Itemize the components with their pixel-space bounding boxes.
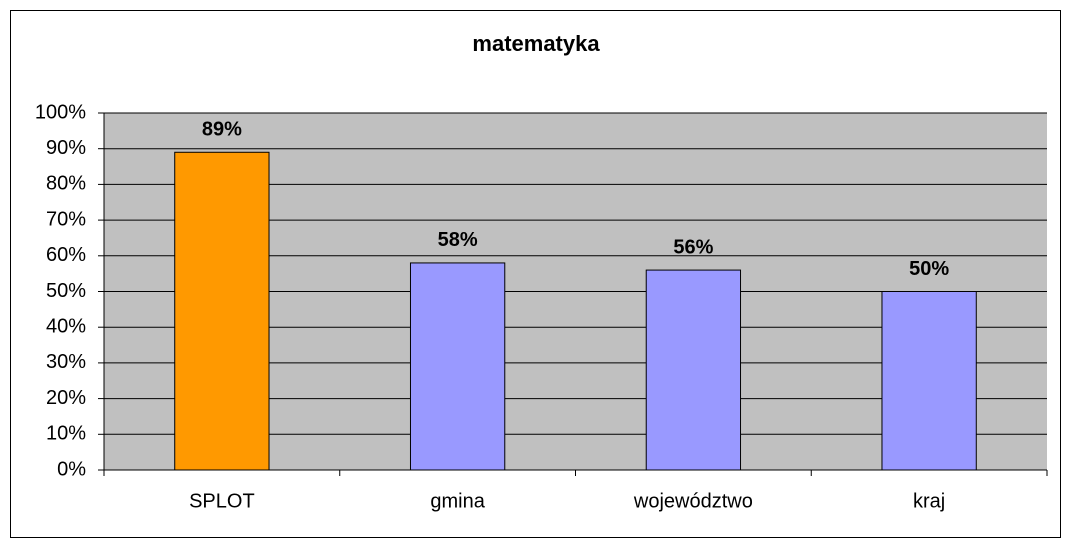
value-label: 89% — [202, 119, 242, 141]
y-tick-label: 80% — [46, 173, 86, 195]
y-tick-label: 20% — [46, 387, 86, 409]
value-label: 56% — [673, 236, 713, 258]
x-tick-label: kraj — [913, 490, 945, 512]
y-tick-label: 70% — [46, 208, 86, 230]
x-tick-label: SPLOT — [189, 490, 255, 512]
bar — [645, 269, 742, 471]
bar — [881, 291, 977, 471]
y-tick-label: 40% — [46, 315, 86, 337]
chart-title: matematyka — [472, 31, 600, 56]
bar — [409, 262, 506, 471]
y-tick-label: 10% — [46, 423, 86, 445]
y-tick-label: 100% — [35, 101, 86, 123]
y-tick-label: 90% — [46, 137, 86, 159]
x-tick-label: województwo — [633, 490, 753, 512]
value-label: 58% — [438, 229, 478, 251]
y-tick-label: 0% — [57, 458, 86, 480]
y-tick-label: 50% — [46, 280, 86, 302]
bar — [174, 151, 270, 471]
y-tick-label: 30% — [46, 351, 86, 373]
y-tick-label: 60% — [46, 244, 86, 266]
value-label: 50% — [909, 258, 949, 280]
x-tick-label: gmina — [430, 490, 485, 512]
